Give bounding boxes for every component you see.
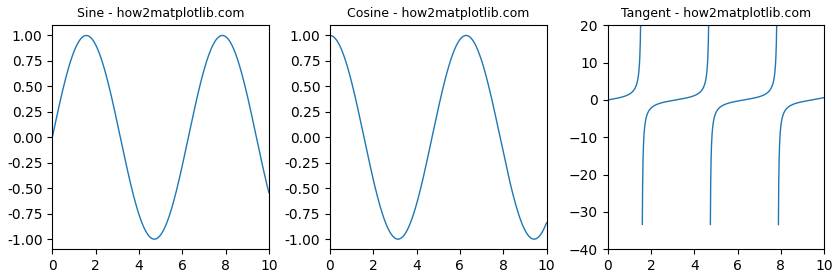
Title: Cosine - how2matplotlib.com: Cosine - how2matplotlib.com: [347, 7, 529, 20]
Title: Tangent - how2matplotlib.com: Tangent - how2matplotlib.com: [621, 7, 811, 20]
Title: Sine - how2matplotlib.com: Sine - how2matplotlib.com: [76, 7, 244, 20]
